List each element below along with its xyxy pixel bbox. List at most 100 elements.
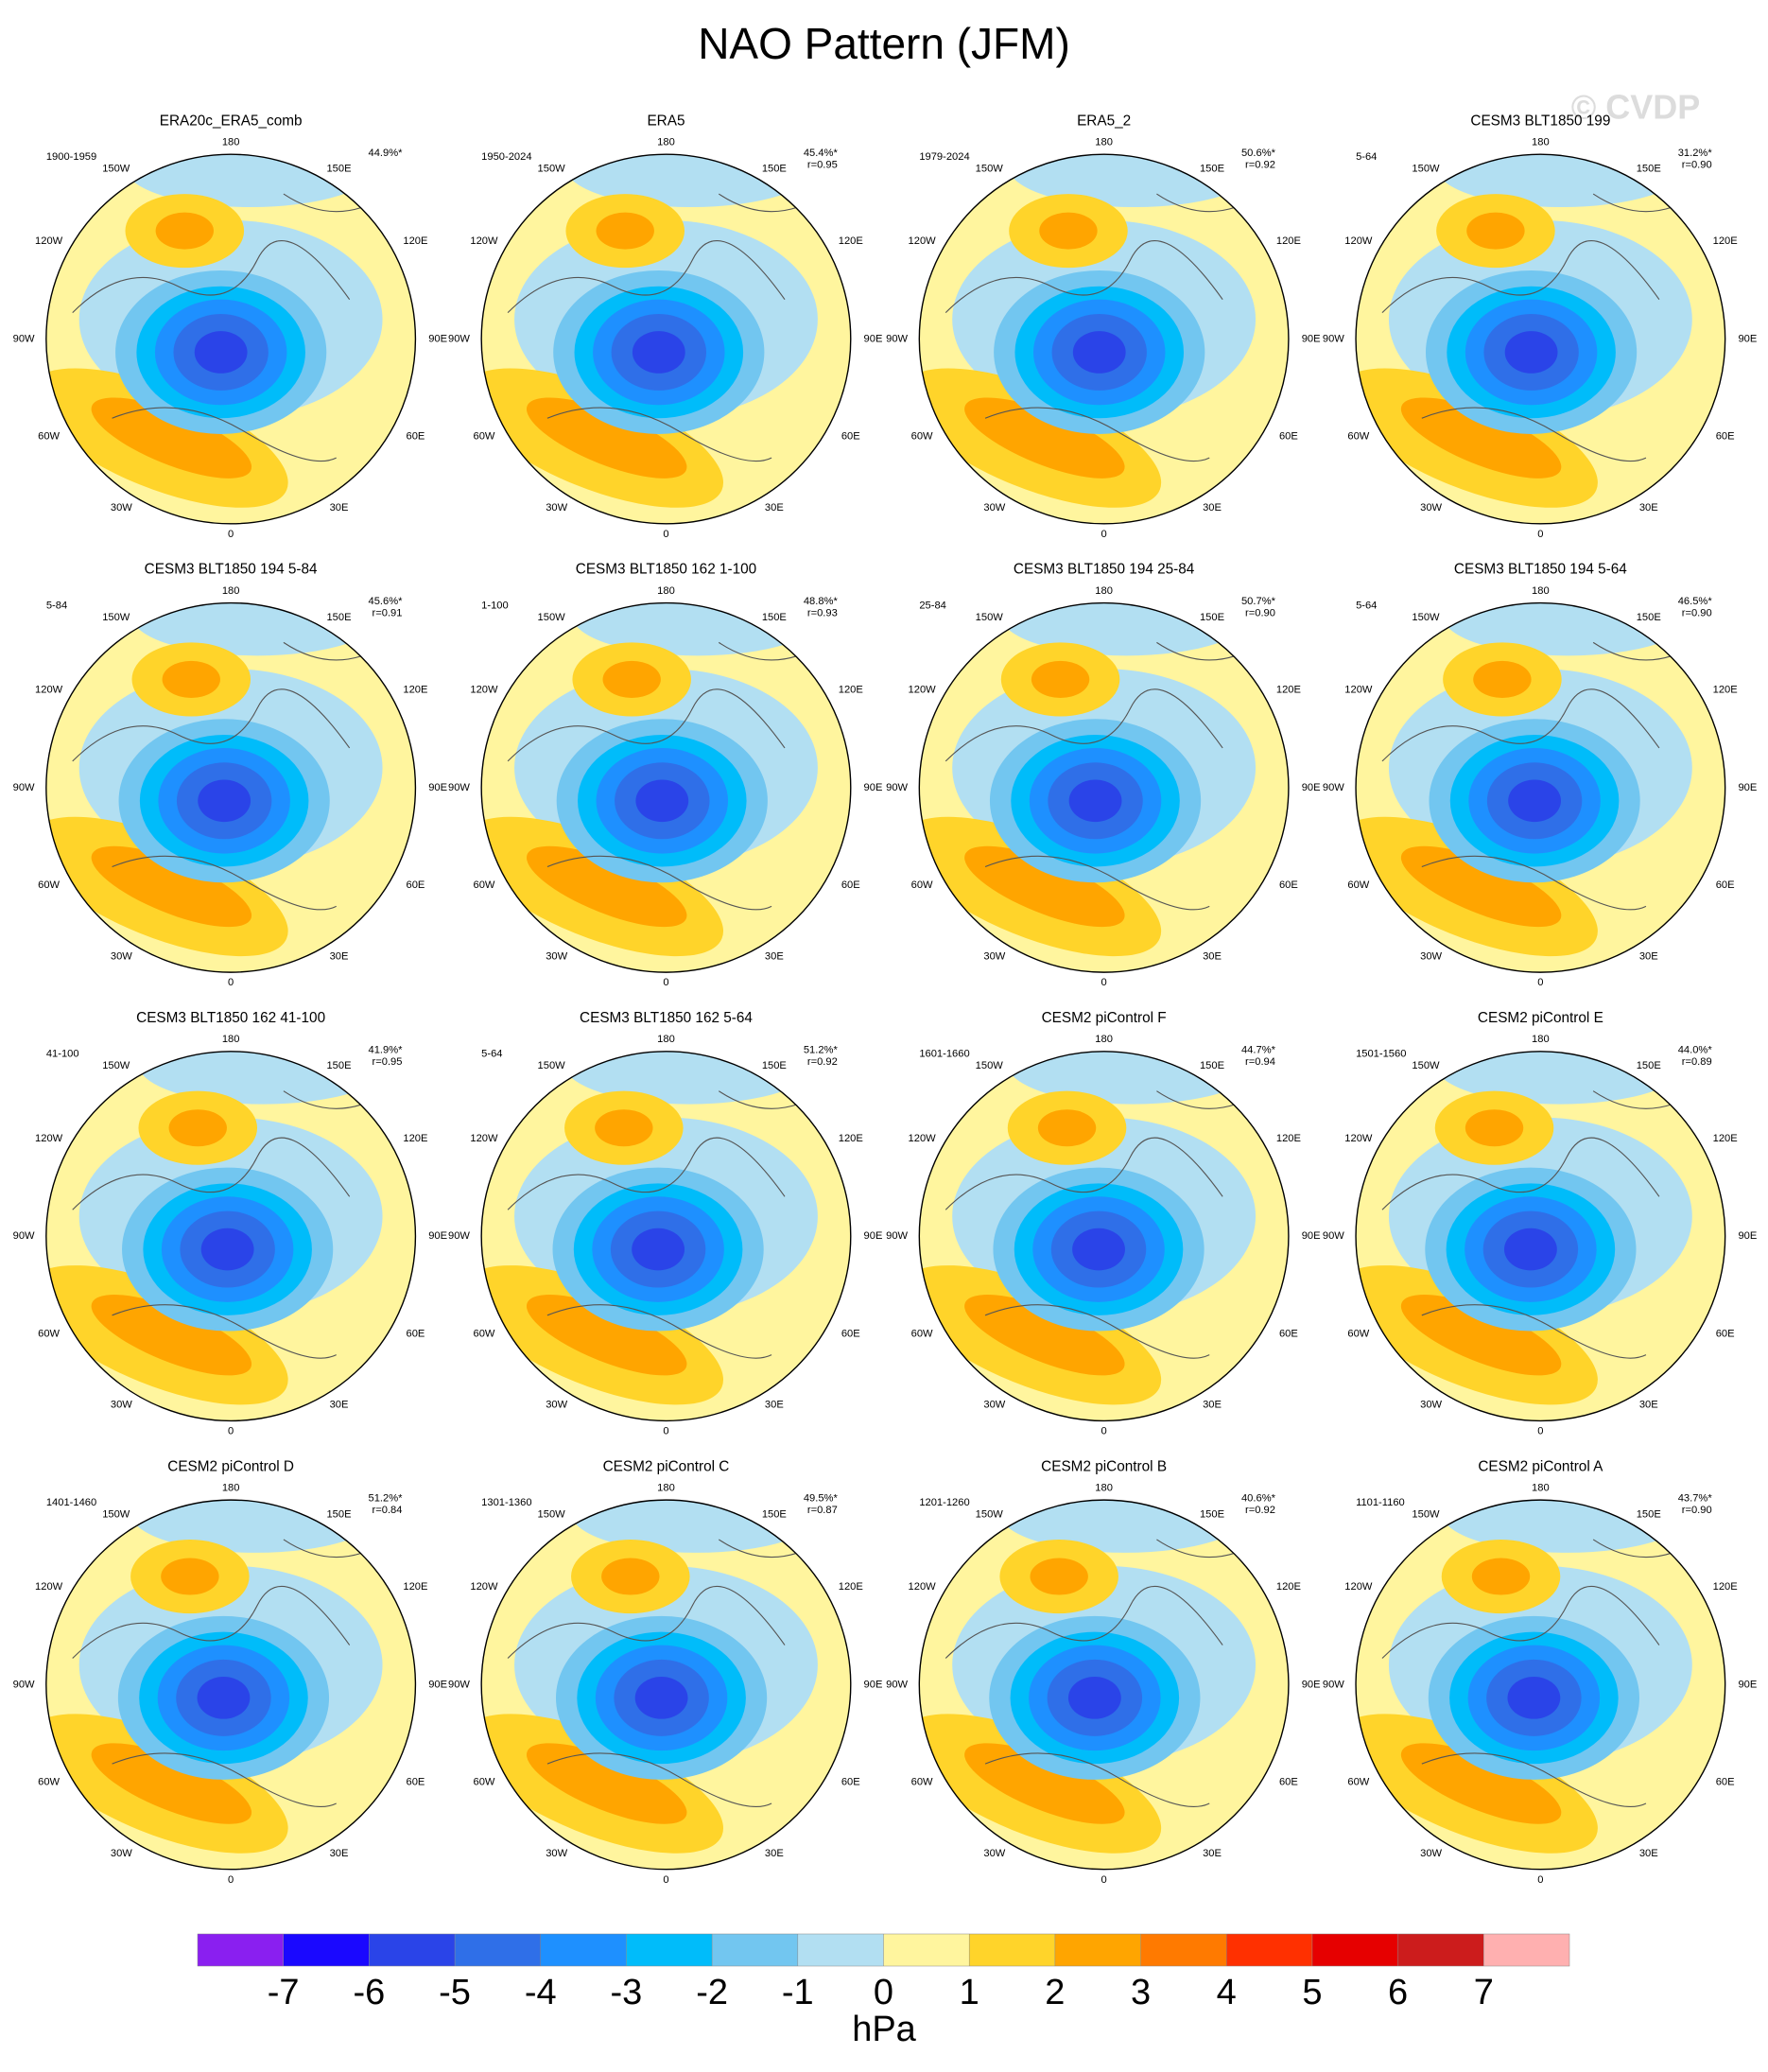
longitude-label: 30W: [546, 1400, 567, 1411]
colorbar-label: hPa: [852, 2010, 916, 2049]
low-contour: [634, 1677, 688, 1719]
longitude-label: 60W: [38, 431, 60, 443]
variance-label: 44.7%*: [1241, 1044, 1276, 1055]
longitude-label: 120E: [1276, 1581, 1301, 1593]
period-label: 1950-2024: [481, 151, 531, 163]
pacific-high-core: [1030, 1558, 1088, 1595]
correlation-label: r=0.87: [807, 1505, 838, 1516]
map-panel: ERA5_2 1979-2024 50.6%*r=0.92 180 150W 150E 12…: [886, 113, 1320, 540]
longitude-label: 30W: [1420, 502, 1442, 514]
longitude-label: 90W: [1323, 1679, 1344, 1690]
longitude-label: 90E: [864, 1230, 883, 1242]
longitude-label: 180: [222, 137, 240, 148]
low-contour: [1067, 1677, 1121, 1719]
colorbar-tick-label: -2: [696, 1973, 728, 2012]
colorbar-swatch: [369, 1934, 456, 1966]
map-panel: CESM2 piControl E 1501-1560 44.0%*r=0.89 18…: [1323, 1010, 1757, 1437]
longitude-label: 120W: [35, 1133, 63, 1144]
low-contour: [197, 1677, 251, 1719]
pacific-high-core: [1039, 212, 1098, 250]
map-border: [480, 601, 852, 973]
longitude-label: 150E: [1637, 1060, 1661, 1071]
longitude-label: 0: [1101, 977, 1107, 988]
low-contour: [1503, 1228, 1557, 1271]
longitude-label: 60W: [911, 1777, 933, 1788]
map-panel: CESM2 piControl F 1601-1660 44.7%*r=0.94 18…: [886, 1010, 1320, 1437]
atlantic-high-core: [91, 845, 252, 928]
colorbar-tick-label: -6: [353, 1973, 385, 2012]
coastline: [945, 1090, 1237, 1359]
map-panel: CESM3 BLT1850 162 5-64 5-64 51.2%*r=0.92 18…: [448, 1010, 883, 1437]
longitude-label: 150W: [976, 164, 1004, 175]
low-pressure-cap: [1436, 154, 1688, 208]
variance-label: 51.2%*: [804, 1044, 839, 1055]
longitude-label: 60W: [38, 1328, 60, 1339]
longitude-label: 120E: [1713, 685, 1738, 696]
map-field: [45, 602, 416, 973]
longitude-label: 120E: [839, 1581, 863, 1593]
map-panel: CESM3 BLT1850 194 5-84 5-84 45.6%*r=0.91 18…: [13, 562, 447, 989]
atlantic-high-core: [526, 845, 687, 928]
colorbar-swatch: [969, 1934, 1055, 1966]
coastline: [945, 641, 1237, 911]
period-label: 1979-2024: [919, 151, 969, 163]
map-panel: CESM2 piControl B 1201-1260 40.6%*r=0.92 18…: [886, 1458, 1320, 1886]
longitude-label: 180: [1532, 1034, 1550, 1045]
coastline: [72, 1090, 363, 1359]
pacific-high-core: [168, 1109, 227, 1147]
longitude-label: 60W: [38, 879, 60, 891]
longitude-label: 90E: [1302, 782, 1321, 793]
correlation-label: r=0.95: [373, 1056, 403, 1068]
longitude-label: 30E: [1203, 950, 1222, 962]
longitude-label: 150E: [326, 164, 351, 175]
pacific-high-core: [1473, 660, 1532, 698]
low-contour: [1507, 1677, 1561, 1719]
period-label: 1-100: [481, 600, 509, 611]
map-border: [480, 153, 852, 525]
map-field: [919, 1500, 1289, 1870]
longitude-label: 60W: [473, 1328, 494, 1339]
longitude-label: 150W: [1412, 612, 1440, 623]
low-contour: [1068, 779, 1122, 823]
panel-title: CESM2 piControl F: [1042, 1010, 1167, 1026]
variance-label: 48.8%*: [804, 596, 839, 607]
longitude-label: 120W: [470, 1581, 498, 1593]
longitude-label: 120W: [909, 1581, 937, 1593]
panel-title: CESM2 piControl C: [603, 1458, 730, 1474]
longitude-label: 120W: [909, 685, 937, 696]
pacific-high-core: [1465, 1109, 1524, 1147]
map-border: [1355, 1499, 1726, 1871]
period-label: 25-84: [919, 600, 946, 611]
longitude-label: 180: [657, 585, 675, 597]
colorbar-tick-label: 2: [1045, 1973, 1065, 2012]
longitude-label: 30E: [1203, 1400, 1222, 1411]
panel-title: CESM3 BLT1850 162 5-64: [580, 1010, 753, 1026]
period-label: 5-64: [1356, 600, 1377, 611]
panel-title: ERA5_2: [1077, 113, 1131, 129]
longitude-label: 150E: [1200, 612, 1224, 623]
longitude-label: 0: [1101, 1426, 1107, 1437]
period-label: 41-100: [46, 1049, 79, 1060]
longitude-label: 30E: [1639, 502, 1658, 514]
longitude-label: 60W: [473, 879, 494, 891]
period-label: 5-64: [481, 1049, 502, 1060]
longitude-label: 30W: [983, 1848, 1005, 1859]
pacific-high-core: [1031, 660, 1090, 698]
longitude-label: 30W: [983, 1400, 1005, 1411]
low-contour: [632, 331, 685, 374]
variance-label: 45.6%*: [368, 596, 403, 607]
longitude-label: 150E: [1200, 1060, 1224, 1071]
longitude-label: 30W: [983, 950, 1005, 962]
colorbar-tick-label: 6: [1388, 1973, 1408, 2012]
atlantic-high-core: [91, 1743, 252, 1824]
longitude-label: 60W: [473, 1777, 494, 1788]
longitude-label: 150E: [762, 1060, 787, 1071]
pacific-high-core: [596, 212, 654, 250]
colorbar-swatch: [883, 1934, 970, 1966]
longitude-label: 60W: [1347, 1328, 1369, 1339]
longitude-label: 150E: [762, 612, 787, 623]
period-label: 1900-1959: [46, 151, 96, 163]
longitude-label: 0: [1101, 529, 1107, 540]
longitude-label: 90W: [13, 1230, 35, 1242]
